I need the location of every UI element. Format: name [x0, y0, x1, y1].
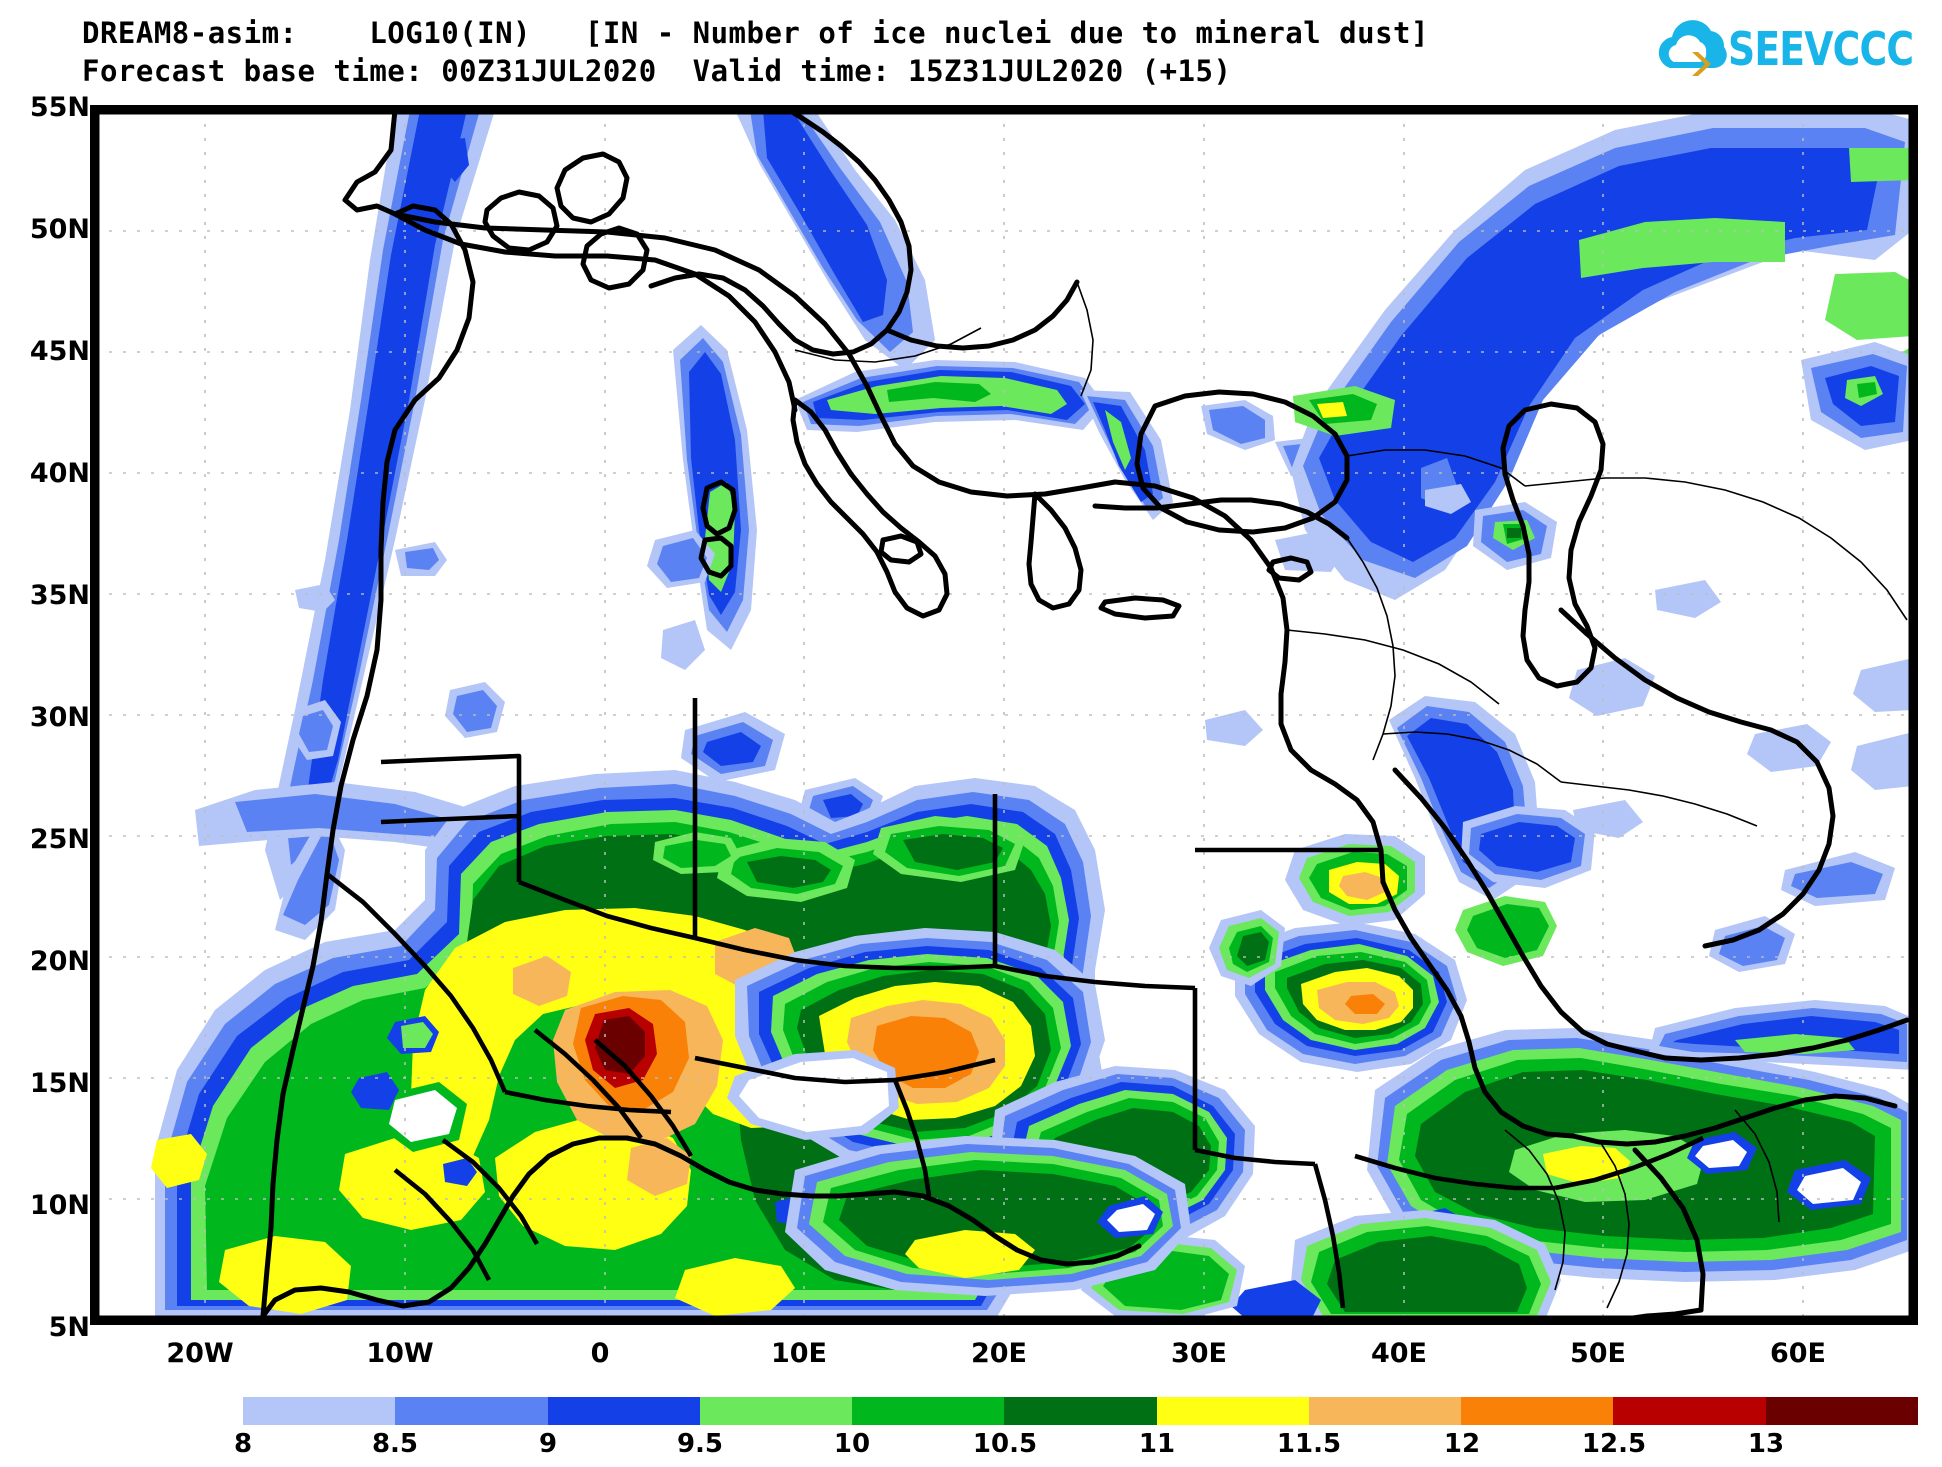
colorbar-tick-11.5: 11.5	[1276, 1429, 1342, 1459]
ytick-30n: 30N	[29, 702, 90, 733]
colorbar-tick-12.5: 12.5	[1581, 1429, 1647, 1459]
ytick-5n: 5N	[48, 1312, 90, 1343]
ytick-35n: 35N	[29, 580, 90, 611]
colorbar-band-10	[852, 1397, 1005, 1425]
colorbar-band-11.5	[1308, 1397, 1462, 1425]
ytick-45n: 45N	[29, 336, 90, 367]
colorbar-tick-12: 12	[1443, 1429, 1481, 1459]
colorbar-band-11	[1156, 1397, 1309, 1425]
seevccc-logo: SEEVCCC	[1648, 12, 1933, 84]
ytick-15n: 15N	[29, 1068, 90, 1099]
xtick-20e: 20E	[970, 1338, 1028, 1369]
colorbar-band-8	[243, 1397, 396, 1425]
colorbar-tick-10.5: 10.5	[972, 1429, 1038, 1459]
xtick-0: 0	[590, 1338, 610, 1369]
colorbar-tick-11: 11	[1138, 1429, 1176, 1459]
chart-header: DREAM8-asim: LOG10(IN) [IN - Number of i…	[0, 0, 1942, 100]
africa-borders	[325, 698, 1704, 1309]
header-title-line: DREAM8-asim: LOG10(IN) [IN - Number of i…	[82, 16, 1429, 50]
colorbar-tick-13: 13	[1747, 1429, 1785, 1459]
xtick-30e: 30E	[1170, 1338, 1228, 1369]
ytick-20n: 20N	[29, 946, 90, 977]
header-time-line: Forecast base time: 00Z31JUL2020 Valid t…	[82, 54, 1232, 88]
colorbar-band-12.5	[1613, 1397, 1766, 1425]
ytick-25n: 25N	[29, 824, 90, 855]
colorbar-tick-9: 9	[538, 1429, 558, 1459]
xtick-60e: 60E	[1769, 1338, 1827, 1369]
xtick-50e: 50E	[1569, 1338, 1627, 1369]
logo-cloud-icon	[1658, 20, 1727, 76]
colorbar	[243, 1397, 1918, 1425]
ytick-10n: 10N	[29, 1190, 90, 1221]
xtick-20w: 20W	[166, 1338, 234, 1369]
colorbar-tick-10: 10	[833, 1429, 871, 1459]
colorbar-band-9.5	[699, 1397, 853, 1425]
colorbar-band-8.5	[395, 1397, 548, 1425]
grid-lines	[95, 110, 1913, 1320]
xtick-10e: 10E	[770, 1338, 828, 1369]
colorbar-tick-9.5: 9.5	[676, 1429, 724, 1459]
country-borders	[794, 281, 1908, 1309]
ytick-40n: 40N	[29, 458, 90, 489]
map-plot-area	[90, 105, 1918, 1325]
colorbar-band-9	[547, 1397, 700, 1425]
colorbar-tick-8: 8	[233, 1429, 253, 1459]
colorbar-band-13	[1765, 1397, 1918, 1425]
contour-fills	[151, 110, 1913, 1320]
logo-wordmark: SEEVCCC	[1728, 22, 1914, 76]
colorbar-band-10.5	[1004, 1397, 1157, 1425]
colorbar-tick-8.5: 8.5	[371, 1429, 419, 1459]
colorbar-band-12	[1461, 1397, 1614, 1425]
dust-forecast-map	[95, 110, 1913, 1320]
ytick-55n: 55N	[29, 92, 90, 123]
xtick-10w: 10W	[366, 1338, 434, 1369]
ytick-50n: 50N	[29, 214, 90, 245]
xtick-40e: 40E	[1370, 1338, 1428, 1369]
coastlines	[260, 110, 1910, 1320]
